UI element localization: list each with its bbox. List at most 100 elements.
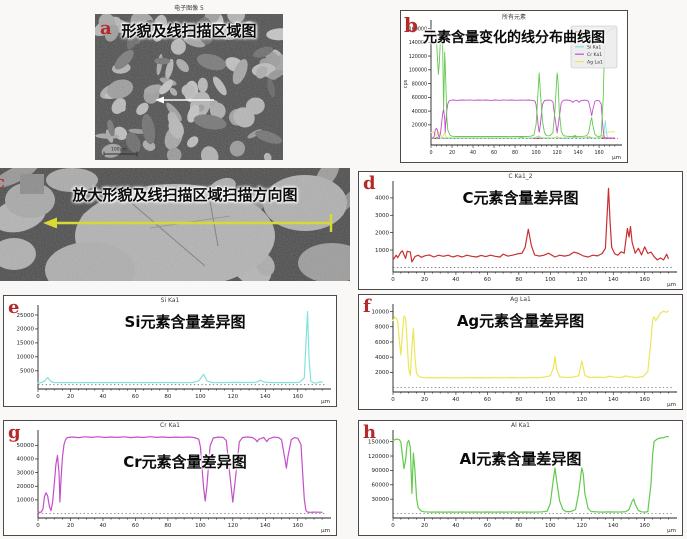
chart-caption: 所有元素 <box>501 14 526 21</box>
panel-letter: g <box>8 422 21 443</box>
svg-text:40: 40 <box>470 150 476 156</box>
svg-text:140: 140 <box>260 394 271 400</box>
svg-text:100μm: 100μm <box>111 147 127 153</box>
svg-text:90000: 90000 <box>372 468 390 474</box>
svg-text:5000: 5000 <box>20 369 34 375</box>
svg-text:100: 100 <box>545 277 556 283</box>
svg-text:100000: 100000 <box>409 68 427 74</box>
svg-text:40: 40 <box>452 397 459 403</box>
svg-text:100: 100 <box>545 523 556 529</box>
svg-text:2000: 2000 <box>375 370 389 376</box>
panel-h-al-line-chart: Al Ka1 30000 60000 90000 120000 150000 0 20 40 6… <box>358 420 683 536</box>
svg-text:60: 60 <box>484 277 491 283</box>
panel-letter: c <box>0 174 5 192</box>
svg-text:40: 40 <box>452 523 459 529</box>
svg-text:2000: 2000 <box>375 230 389 236</box>
svg-text:20: 20 <box>421 397 428 403</box>
scan-direction-arrow-icon <box>43 214 333 232</box>
svg-text:80: 80 <box>164 394 171 400</box>
svg-text:0: 0 <box>391 397 395 403</box>
svg-text:100: 100 <box>545 397 556 403</box>
svg-text:20: 20 <box>449 150 455 156</box>
chart-caption: Si Ka1 <box>160 297 180 304</box>
svg-text:Cr Ka1: Cr Ka1 <box>587 52 602 58</box>
line-chart: 30000 60000 90000 120000 150000 0 20 40 60 80 100 1… <box>368 430 677 534</box>
svg-text:8000: 8000 <box>375 325 389 331</box>
svg-text:20: 20 <box>67 523 74 529</box>
svg-text:30000: 30000 <box>372 497 390 503</box>
svg-text:20: 20 <box>421 523 428 529</box>
panel-title: Si元素含量差异图 <box>124 313 246 331</box>
chart-caption: Ag La1 <box>510 296 531 303</box>
svg-text:140: 140 <box>260 523 271 529</box>
svg-text:6000: 6000 <box>375 340 389 346</box>
chart-caption: Al Ka1 <box>510 422 530 429</box>
svg-text:60: 60 <box>132 523 139 529</box>
line-chart: 5000 10000 15000 20000 25000 0 20 40 60 80 100 120 1… <box>17 305 331 405</box>
panel-d-c-line-chart: C Ka1_2 1000 2000 3000 4000 0 20 40 60 80 100 120 1… <box>358 171 683 290</box>
svg-text:120: 120 <box>577 277 588 283</box>
svg-text:20000: 20000 <box>17 484 35 490</box>
svg-text:10000: 10000 <box>372 309 390 315</box>
svg-text:μm: μm <box>667 528 676 534</box>
panel-title: C元素含量差异图 <box>462 189 579 207</box>
line-scan-arrow-icon <box>155 96 214 104</box>
svg-text:60000: 60000 <box>372 483 390 489</box>
scale-bar: 100μm <box>103 147 138 157</box>
sem-image-caption: 电子图像 5 <box>174 5 204 12</box>
svg-text:120: 120 <box>228 394 239 400</box>
svg-text:3000: 3000 <box>375 213 389 219</box>
line-chart: 10000 20000 30000 40000 50000 0 20 40 60 80 100 120… <box>17 430 331 534</box>
sem-image: 100μm <box>95 14 283 160</box>
svg-text:80: 80 <box>512 150 518 156</box>
panel-a-sem-overview: 电子图像 5 100μm a 形貌及线扫描区域图 <box>95 2 283 160</box>
panel-c-sem-magnified: c 放大形貌及线扫描区域扫描方向图 <box>0 168 350 281</box>
svg-text:80: 80 <box>515 397 522 403</box>
svg-text:140: 140 <box>574 150 583 156</box>
panel-title: 形貌及线扫描区域图 <box>121 22 257 40</box>
panel-letter: h <box>363 422 377 443</box>
svg-text:160: 160 <box>595 150 604 156</box>
svg-text:30000: 30000 <box>17 470 35 476</box>
svg-text:15000: 15000 <box>17 341 35 347</box>
svg-text:80: 80 <box>164 523 171 529</box>
svg-text:40: 40 <box>452 277 459 283</box>
svg-text:Ag La1: Ag La1 <box>587 59 603 65</box>
svg-text:160: 160 <box>639 397 650 403</box>
svg-text:μm: μm <box>321 528 330 534</box>
panel-title: Cr元素含量差异图 <box>123 453 247 471</box>
panel-letter: d <box>363 173 376 194</box>
svg-text:60000: 60000 <box>412 95 427 101</box>
svg-text:μm: μm <box>321 399 330 405</box>
svg-text:140: 140 <box>608 397 619 403</box>
panel-b-combined-line-chart: 所有元素 20000 40000 60000 80000 100000 120000 140… <box>400 10 628 163</box>
svg-text:μm: μm <box>612 155 621 161</box>
svg-text:120: 120 <box>228 523 239 529</box>
svg-text:120: 120 <box>552 150 561 156</box>
sem-image <box>0 168 350 281</box>
svg-text:140: 140 <box>608 277 619 283</box>
svg-text:20: 20 <box>67 394 74 400</box>
panel-letter: a <box>100 18 112 39</box>
svg-text:0: 0 <box>36 394 40 400</box>
svg-text:4000: 4000 <box>375 196 389 202</box>
svg-text:60: 60 <box>491 150 497 156</box>
svg-text:20000: 20000 <box>17 327 35 333</box>
svg-text:Si Ka1: Si Ka1 <box>587 45 601 51</box>
svg-text:160000: 160000 <box>409 26 427 32</box>
svg-text:C Ka1_2: C Ka1_2 <box>587 30 606 36</box>
svg-text:140: 140 <box>608 523 619 529</box>
svg-text:cps: cps <box>403 79 409 88</box>
svg-text:120: 120 <box>577 397 588 403</box>
svg-text:40: 40 <box>99 394 106 400</box>
svg-text:μm: μm <box>667 402 676 408</box>
svg-text:160: 160 <box>293 523 304 529</box>
svg-text:100: 100 <box>195 394 206 400</box>
svg-text:80000: 80000 <box>412 81 427 87</box>
svg-text:60: 60 <box>132 394 139 400</box>
svg-text:1000: 1000 <box>375 248 389 254</box>
svg-text:20000: 20000 <box>412 123 427 129</box>
svg-text:100: 100 <box>195 523 206 529</box>
svg-text:160: 160 <box>293 394 304 400</box>
svg-text:40000: 40000 <box>17 457 35 463</box>
